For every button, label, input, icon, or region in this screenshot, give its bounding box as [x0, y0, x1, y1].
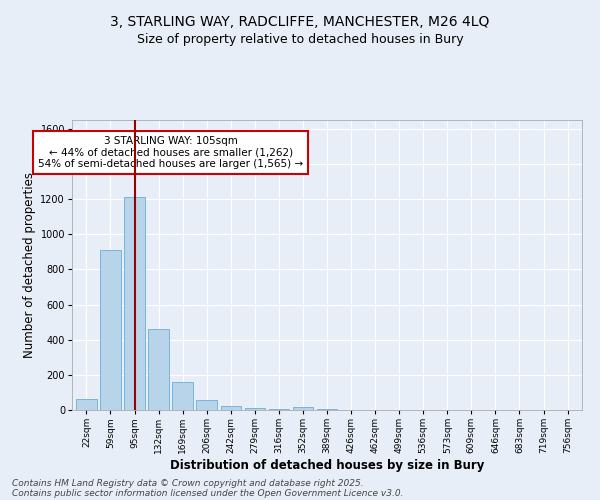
Y-axis label: Number of detached properties: Number of detached properties — [23, 172, 36, 358]
Bar — [172, 382, 193, 410]
Bar — [100, 250, 121, 410]
Text: 3 STARLING WAY: 105sqm
← 44% of detached houses are smaller (1,262)
54% of semi-: 3 STARLING WAY: 105sqm ← 44% of detached… — [38, 136, 303, 169]
Bar — [221, 406, 241, 410]
Bar — [293, 408, 313, 410]
Text: 3, STARLING WAY, RADCLIFFE, MANCHESTER, M26 4LQ: 3, STARLING WAY, RADCLIFFE, MANCHESTER, … — [110, 15, 490, 29]
Bar — [317, 409, 337, 410]
Text: Size of property relative to detached houses in Bury: Size of property relative to detached ho… — [137, 32, 463, 46]
Text: Contains public sector information licensed under the Open Government Licence v3: Contains public sector information licen… — [12, 488, 404, 498]
Bar — [148, 329, 169, 410]
Bar — [245, 408, 265, 410]
X-axis label: Distribution of detached houses by size in Bury: Distribution of detached houses by size … — [170, 459, 484, 472]
Bar — [76, 400, 97, 410]
Bar — [196, 400, 217, 410]
Bar — [124, 198, 145, 410]
Text: Contains HM Land Registry data © Crown copyright and database right 2025.: Contains HM Land Registry data © Crown c… — [12, 478, 364, 488]
